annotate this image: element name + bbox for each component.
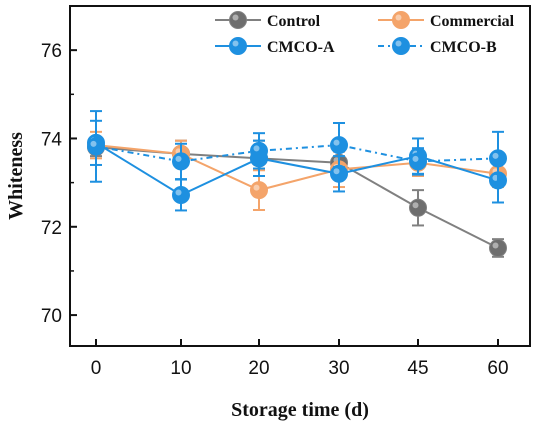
x-tick-label: 20 [248, 358, 269, 379]
series-line [95, 144, 499, 192]
legend-label: CMCO-A [267, 39, 335, 56]
y-tick-label: 70 [41, 306, 62, 327]
data-point-highlight [90, 140, 97, 147]
legend-item-control: Control [215, 11, 321, 30]
data-point [409, 198, 427, 217]
data-point [172, 152, 190, 171]
legend-item-cmco-a: CMCO-A [215, 37, 335, 56]
x-axis: 0 10 20 30 45 60 [91, 339, 509, 379]
data-point [172, 185, 190, 204]
y-axis: 70 72 74 76 [41, 41, 77, 327]
x-tick-label: 60 [487, 358, 508, 379]
x-axis-title: Storage time (d) [231, 399, 369, 421]
x-tick-label: 30 [328, 358, 349, 379]
series-cmco-b [87, 110, 507, 186]
legend-label: Control [267, 13, 321, 30]
data-point [409, 152, 427, 171]
legend-marker-highlight [395, 40, 402, 47]
legend-marker-highlight [395, 14, 402, 21]
y-tick-label: 72 [41, 218, 62, 239]
data-point-highlight [412, 155, 419, 162]
series-layer [87, 110, 507, 258]
legend-item-commercial: Commercial [378, 11, 515, 30]
data-point-highlight [253, 184, 260, 191]
series-commercial [87, 130, 507, 211]
legend-marker-highlight [232, 40, 239, 47]
y-axis-title: Whiteness [5, 132, 27, 220]
series-control [87, 137, 507, 258]
data-point [250, 181, 268, 200]
legend-marker [392, 37, 410, 55]
data-point [489, 149, 507, 168]
legend-label: Commercial [430, 13, 515, 30]
data-point-highlight [175, 189, 182, 196]
data-point-highlight [492, 152, 499, 159]
y-tick-label: 74 [41, 129, 63, 150]
x-tick-label: 10 [170, 358, 191, 379]
data-point-highlight [253, 145, 260, 152]
data-point [489, 238, 507, 257]
data-point [87, 137, 105, 156]
plot-frame [69, 5, 531, 347]
data-point [250, 141, 268, 160]
data-point-highlight [492, 242, 499, 249]
data-point [330, 136, 348, 155]
legend-item-cmco-b: CMCO-B [378, 37, 497, 56]
y-tick-label: 76 [41, 41, 62, 62]
legend-marker-highlight [232, 14, 239, 21]
data-point-highlight [412, 202, 419, 209]
series-line [95, 144, 499, 163]
legend: Control Commercial CMCO-A CMCO-B [215, 11, 515, 56]
legend-marker [229, 11, 247, 29]
legend-marker [392, 11, 410, 29]
data-point-highlight [333, 168, 340, 175]
x-tick-label: 45 [407, 358, 428, 379]
data-point-highlight [175, 155, 182, 162]
legend-label: CMCO-B [430, 39, 497, 56]
x-tick-label: 0 [91, 358, 102, 379]
data-point-highlight [333, 139, 340, 146]
legend-marker [229, 37, 247, 55]
